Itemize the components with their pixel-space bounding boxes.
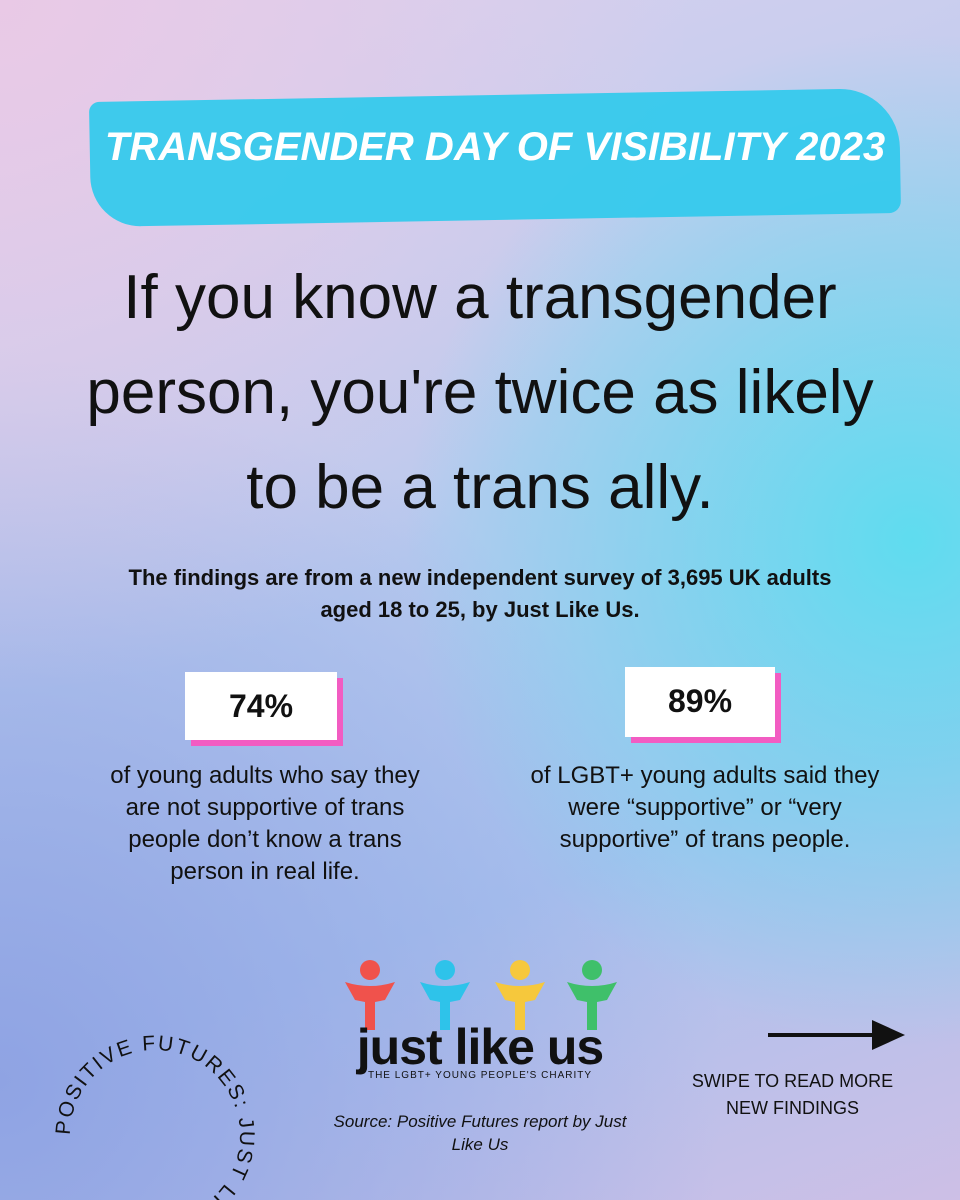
circle-text: POSITIVE FUTURES: JUST LIKE US [52,1032,259,1200]
headline: If you know a transgender person, you're… [86,263,874,522]
stat-figure: 89% [625,667,775,737]
logo-name: just like us [356,1019,604,1075]
stat-text: of young adults who say they are not sup… [110,762,420,885]
swipe-text: SWIPE TO READ MORE NEW FINDINGS [691,1071,894,1118]
swipe-arrow [768,1020,905,1050]
subtitle: The findings are from a new independent … [128,565,832,622]
logo-tagline: THE LGBT+ YOUNG PEOPLE'S CHARITY [367,1070,593,1081]
source-note: Source: Positive Futures report by Just … [333,1112,627,1154]
logo-figures [345,960,617,1030]
footer-graphics: POSITIVE FUTURES: JUST LIKE US [52,960,905,1200]
circle-text-path: POSITIVE FUTURES: JUST LIKE US [52,1032,257,1200]
stat-figure: 74% [185,672,337,740]
banner-title: TRANSGENDER DAY OF VISIBILITY 2023 [104,125,886,169]
stat-text: of LGBT+ young adults said they were “su… [530,762,880,853]
